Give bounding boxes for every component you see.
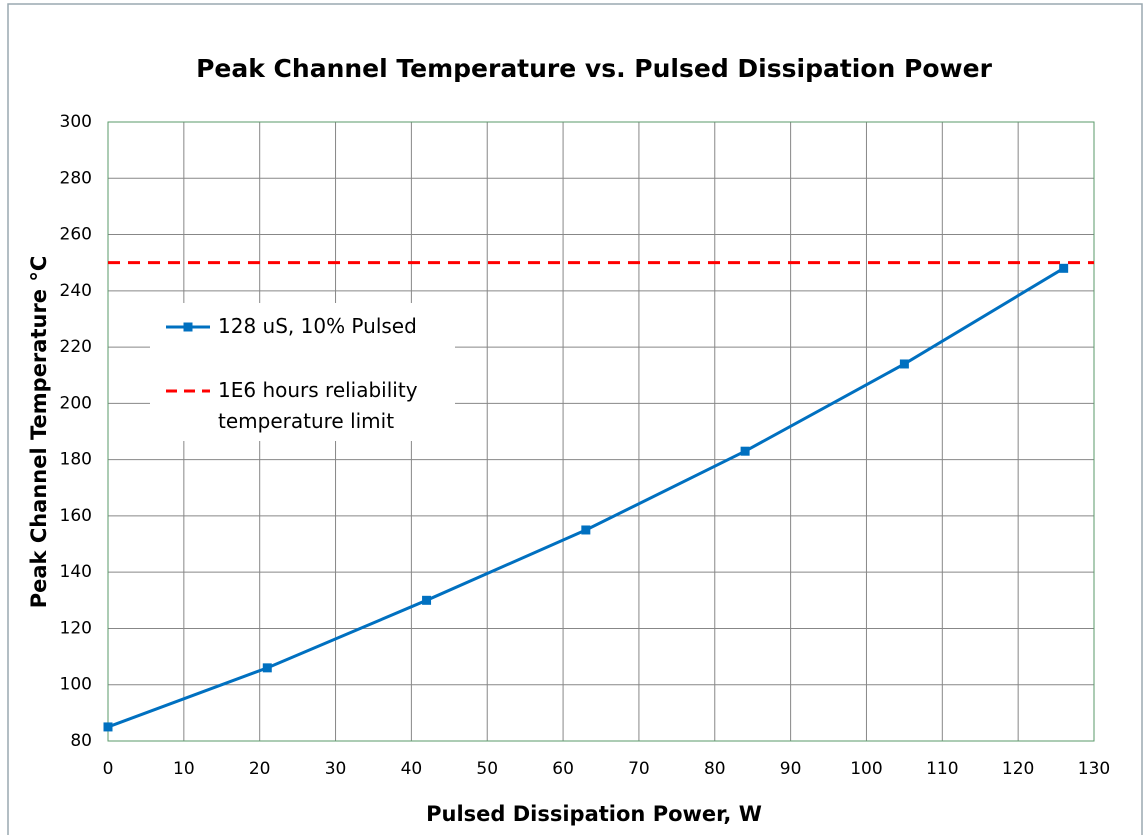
legend-label: 128 uS, 10% Pulsed xyxy=(218,314,417,338)
data-point xyxy=(581,525,591,535)
x-tick-label: 20 xyxy=(249,759,271,779)
x-tick-label: 110 xyxy=(926,759,958,779)
y-tick-label: 220 xyxy=(60,337,92,357)
x-tick-label: 50 xyxy=(476,759,498,779)
y-tick-label: 120 xyxy=(60,618,92,638)
y-tick-label: 180 xyxy=(60,450,92,470)
x-tick-label: 60 xyxy=(552,759,574,779)
x-tick-label: 0 xyxy=(103,759,114,779)
data-point xyxy=(1059,263,1069,273)
y-tick-label: 100 xyxy=(60,675,92,695)
chart-title: Peak Channel Temperature vs. Pulsed Diss… xyxy=(196,54,993,83)
y-tick-label: 280 xyxy=(60,168,92,188)
y-tick-label: 160 xyxy=(60,506,92,526)
x-tick-label: 120 xyxy=(1002,759,1034,779)
x-axis-title: Pulsed Dissipation Power, W xyxy=(426,802,762,826)
data-point xyxy=(740,446,750,456)
legend-label: 1E6 hours reliability temperature limit xyxy=(218,378,418,433)
data-point xyxy=(262,663,272,673)
y-tick-label: 300 xyxy=(60,112,92,132)
y-tick-label: 260 xyxy=(60,225,92,245)
y-axis-title: Peak Channel Temperature °C xyxy=(27,256,51,609)
legend-marker xyxy=(183,322,193,332)
x-tick-label: 40 xyxy=(401,759,423,779)
x-tick-label: 30 xyxy=(325,759,347,779)
data-point xyxy=(899,359,909,369)
legend-swatch xyxy=(166,322,210,332)
y-tick-label: 240 xyxy=(60,281,92,301)
y-tick-label: 80 xyxy=(70,731,92,751)
x-tick-label: 130 xyxy=(1078,759,1110,779)
plot-border xyxy=(107,121,1095,742)
x-tick-label: 70 xyxy=(628,759,650,779)
y-tick-label: 200 xyxy=(60,393,92,413)
data-point xyxy=(422,595,432,605)
data-point xyxy=(103,722,113,732)
x-tick-label: 90 xyxy=(780,759,802,779)
legend-swatch xyxy=(166,389,210,393)
frame xyxy=(7,3,1143,835)
x-tick-label: 80 xyxy=(704,759,726,779)
y-tick-label: 140 xyxy=(60,562,92,582)
legend: 128 uS, 10% Pulsed 1E6 hours reliability… xyxy=(150,303,455,441)
x-tick-label: 100 xyxy=(850,759,882,779)
x-tick-label: 10 xyxy=(173,759,195,779)
